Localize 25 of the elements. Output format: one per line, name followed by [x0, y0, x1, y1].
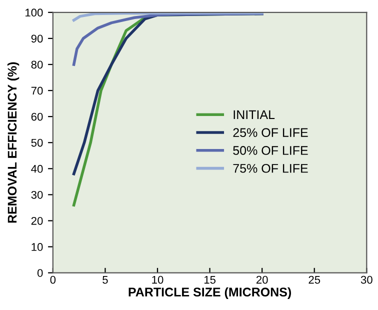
x-tick-label: 10 — [152, 276, 164, 284]
line-series — [72, 12, 264, 22]
y-tick-label: 10 — [32, 243, 43, 251]
y-tick-label: 20 — [31, 216, 43, 225]
x-tick-label: 25 — [308, 276, 320, 284]
y-tick-label: 30 — [31, 190, 43, 199]
legend-label: 50% OF LIFE — [233, 146, 308, 155]
x-tick-label: 5 — [102, 276, 108, 284]
y-axis-title: REMOVAL EFFICIENCY (%) — [7, 62, 20, 223]
y-tick-label: 80 — [31, 60, 43, 69]
legend-label: 75% OF LIFE — [233, 164, 308, 173]
y-tick-label: 50 — [31, 138, 43, 147]
x-tick-label: 30 — [360, 276, 372, 284]
legend-label: 25% OF LIFE — [233, 128, 308, 138]
y-tick-label: 40 — [31, 164, 43, 173]
legend-label: INITIAL — [234, 110, 275, 119]
y-tick-label: 90 — [31, 34, 43, 43]
x-axis-title: PARTICLE SIZE (MICRONS) — [128, 287, 291, 299]
x-tick-label: 0 — [50, 276, 56, 284]
x-tick-label: 15 — [204, 276, 216, 284]
x-tick-label: 20 — [256, 276, 268, 284]
y-tick-label: 100 — [26, 8, 43, 17]
y-tick-label: 70 — [31, 86, 43, 95]
y-tick-label: 60 — [31, 112, 43, 121]
y-tick-label: 0 — [37, 269, 43, 277]
